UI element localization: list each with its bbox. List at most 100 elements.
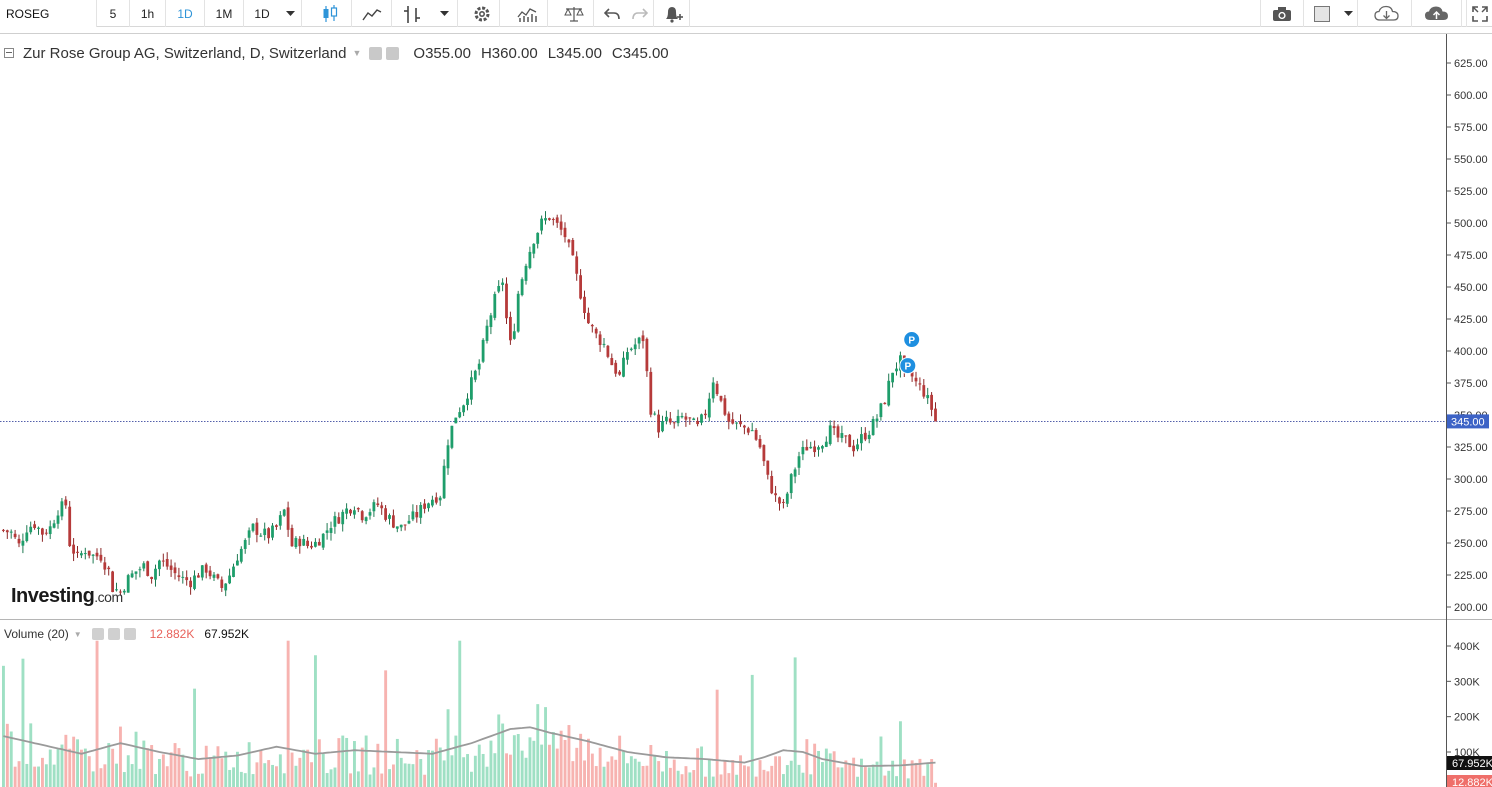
candle-body bbox=[754, 429, 758, 440]
volume-bar bbox=[516, 734, 520, 787]
price-chart[interactable]: 625.00 600.00 575.00 550.00 525.00 500.00 475.… bbox=[0, 34, 1492, 620]
volume-title[interactable]: Volume (20) bbox=[4, 627, 69, 641]
symbol-input[interactable] bbox=[0, 0, 97, 27]
candle-body bbox=[302, 538, 306, 546]
volume-bar bbox=[715, 689, 719, 787]
cloud-download-icon[interactable] bbox=[1362, 0, 1412, 27]
price-axis-tick-label: 475.00 bbox=[1454, 250, 1488, 262]
format-gear-icon[interactable] bbox=[386, 46, 400, 60]
volume-bar bbox=[83, 748, 87, 787]
volume-bar bbox=[208, 757, 212, 787]
candle-body bbox=[458, 412, 462, 418]
price-axis[interactable]: 625.00 600.00 575.00 550.00 525.00 500.00 475.… bbox=[1446, 58, 1488, 614]
volume-bar bbox=[239, 771, 243, 787]
candle-body bbox=[711, 382, 715, 399]
interval-1m[interactable]: 1M bbox=[205, 0, 244, 27]
candle-body bbox=[255, 522, 259, 535]
volume-bar bbox=[450, 755, 454, 787]
volume-bars-group bbox=[2, 640, 937, 787]
volume-bar bbox=[782, 774, 785, 787]
indicators-icon[interactable] bbox=[506, 0, 548, 27]
volume-bar bbox=[314, 655, 317, 787]
volume-bar bbox=[750, 674, 754, 787]
interval-1h[interactable]: 1h bbox=[130, 0, 166, 27]
volume-bar bbox=[934, 782, 937, 787]
candle-body bbox=[497, 285, 501, 292]
candle-body bbox=[633, 344, 637, 350]
volume-caret-icon[interactable]: ▼ bbox=[73, 629, 82, 639]
volume-bar bbox=[29, 723, 33, 787]
volume-gear-icon[interactable] bbox=[107, 628, 120, 640]
candle-body bbox=[832, 426, 836, 429]
volume-bar bbox=[349, 773, 352, 787]
pane-divider[interactable] bbox=[0, 619, 1492, 620]
layout-square-icon[interactable] bbox=[1304, 0, 1340, 27]
candle-body bbox=[298, 538, 302, 547]
volume-close-icon[interactable] bbox=[123, 628, 136, 640]
volume-bar bbox=[594, 766, 598, 787]
settings-gear-icon[interactable] bbox=[464, 0, 500, 27]
volume-bar bbox=[56, 748, 60, 787]
layout-dropdown-caret-icon[interactable] bbox=[1340, 0, 1358, 27]
volume-bar bbox=[434, 738, 438, 787]
interval-1d[interactable]: 1D bbox=[166, 0, 205, 27]
visibility-icon[interactable] bbox=[369, 46, 383, 60]
candle-body bbox=[891, 372, 894, 383]
candle-body bbox=[649, 371, 653, 415]
compare-scales-icon[interactable] bbox=[554, 0, 594, 27]
volume-bar bbox=[5, 723, 9, 787]
volume-bar bbox=[583, 760, 586, 787]
instrument-title[interactable]: Zur Rose Group AG, Switzerland, D, Switz… bbox=[23, 44, 347, 62]
candle-body bbox=[158, 560, 161, 570]
bars-chart-type-icon[interactable] bbox=[392, 0, 432, 27]
volume-bar bbox=[341, 735, 345, 787]
candle-body bbox=[399, 524, 403, 528]
volume-bar bbox=[532, 740, 536, 787]
candles-chart-type-icon[interactable] bbox=[308, 0, 352, 27]
volume-bar bbox=[766, 771, 770, 787]
undo-icon[interactable] bbox=[598, 0, 626, 27]
chart-type-dropdown-caret-icon[interactable] bbox=[432, 0, 458, 27]
legend-caret-icon[interactable]: ▼ bbox=[352, 48, 362, 58]
volume-bar bbox=[33, 766, 37, 787]
line-chart-type-icon[interactable] bbox=[352, 0, 392, 27]
volume-bar bbox=[805, 739, 809, 787]
volume-bar bbox=[704, 776, 707, 787]
fullscreen-icon[interactable] bbox=[1466, 0, 1492, 27]
collapse-legend-icon[interactable] bbox=[4, 48, 14, 58]
volume-bar bbox=[80, 749, 83, 787]
volume-bar bbox=[723, 760, 727, 787]
candle-body bbox=[368, 512, 372, 516]
p-marker-circle bbox=[903, 331, 921, 349]
volume-bar bbox=[524, 757, 528, 787]
volume-bar bbox=[559, 730, 563, 787]
volume-bar bbox=[746, 766, 750, 787]
candle-body bbox=[345, 508, 348, 514]
volume-bar bbox=[454, 735, 458, 787]
candle-body bbox=[325, 530, 329, 533]
volume-bar bbox=[711, 776, 715, 787]
candle-body bbox=[602, 343, 606, 345]
p-marker: P bbox=[903, 331, 921, 349]
candle-body bbox=[341, 511, 345, 525]
volume-bar bbox=[555, 748, 559, 787]
volume-bar bbox=[758, 760, 762, 787]
candle-body bbox=[142, 563, 146, 569]
price-axis-tick-label: 375.00 bbox=[1454, 378, 1488, 390]
interval-dropdown-caret-icon[interactable] bbox=[280, 0, 302, 27]
interval-5[interactable]: 5 bbox=[97, 0, 130, 27]
volume-bar bbox=[536, 704, 540, 787]
volume-bar bbox=[707, 758, 711, 787]
cloud-upload-icon[interactable] bbox=[1412, 0, 1462, 27]
redo-icon[interactable] bbox=[626, 0, 654, 27]
volume-bar bbox=[789, 760, 793, 787]
volume-bar bbox=[614, 759, 618, 787]
close-value: C345.00 bbox=[611, 44, 669, 62]
alert-bell-icon[interactable] bbox=[656, 0, 690, 27]
snapshot-camera-icon[interactable] bbox=[1260, 0, 1304, 27]
interval-1d-custom[interactable]: 1D bbox=[254, 6, 270, 21]
volume-bar bbox=[473, 755, 477, 787]
volume-visibility-icon[interactable] bbox=[91, 628, 104, 640]
